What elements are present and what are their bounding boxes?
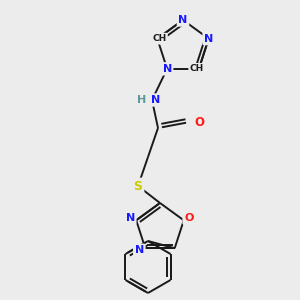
Text: N: N [126,213,135,223]
Text: N: N [135,245,144,255]
Text: CH: CH [152,34,166,43]
Text: CH: CH [190,64,204,73]
Text: S: S [134,179,142,193]
Text: N: N [204,34,213,44]
Text: N: N [178,15,188,25]
Text: N: N [163,64,172,74]
Text: O: O [184,213,194,223]
Text: N: N [152,95,160,105]
Text: H: H [137,95,147,105]
Text: O: O [194,116,204,128]
